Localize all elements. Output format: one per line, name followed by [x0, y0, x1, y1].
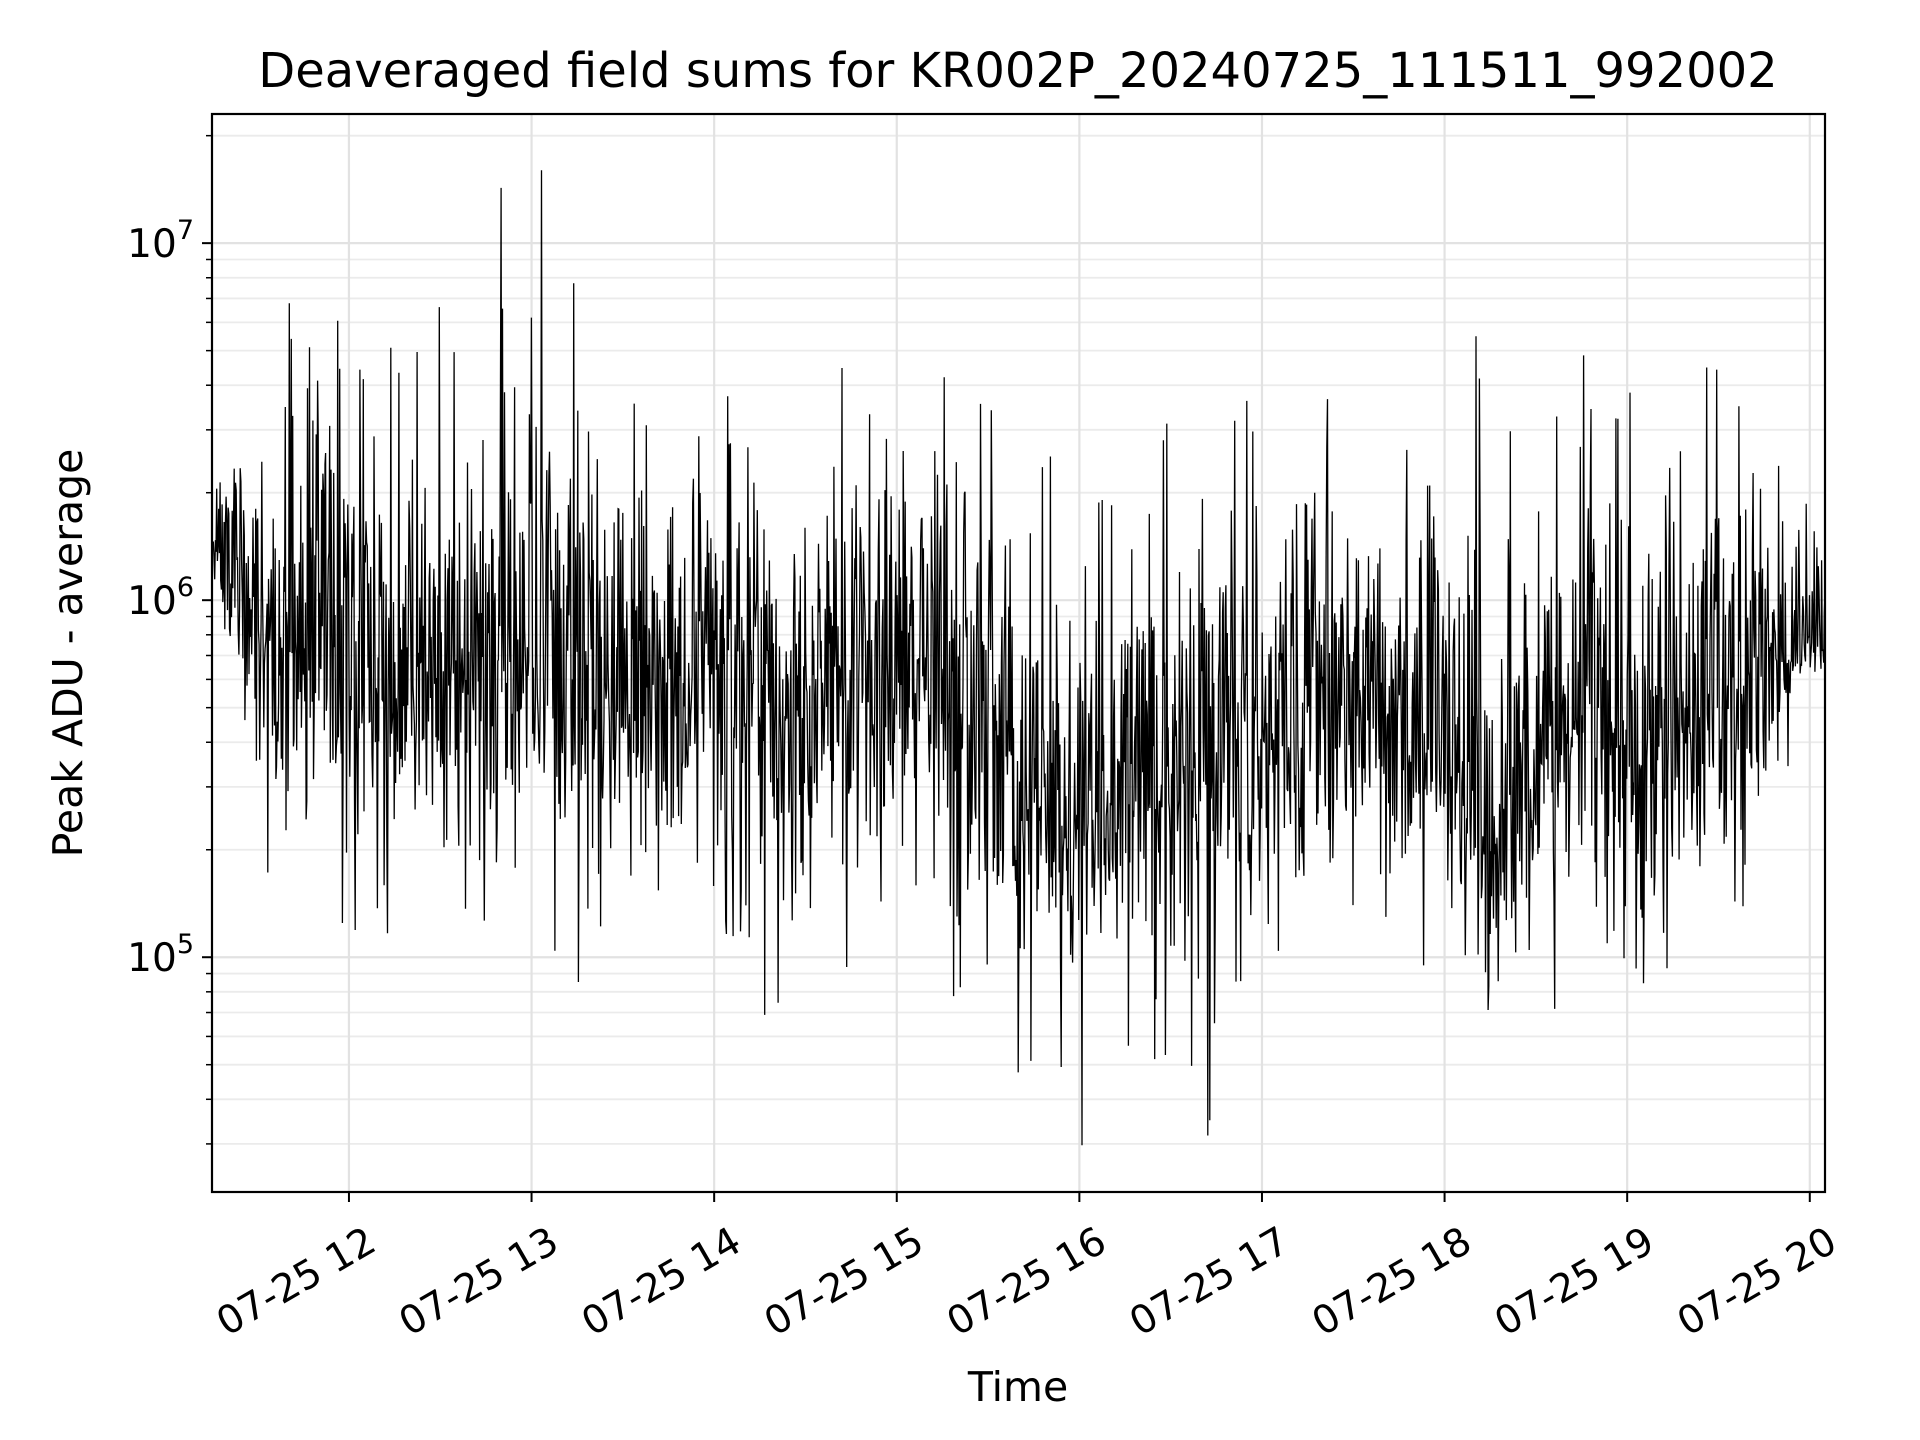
y-tick-label: 106 — [127, 572, 194, 624]
plot-frame — [210, 112, 1827, 1194]
y-tick-label: 107 — [127, 215, 194, 267]
y-tick-label: 105 — [127, 929, 194, 981]
y-axis: 105 106 107 — [127, 134, 212, 1145]
x-axis-label: Time — [967, 1363, 1068, 1411]
chart-title: Deaveraged field sums for KR002P_2024072… — [258, 43, 1777, 99]
series-line — [211, 170, 1826, 1146]
series-layer — [211, 170, 1826, 1146]
y-axis-label: Peak ADU - average — [44, 449, 92, 858]
